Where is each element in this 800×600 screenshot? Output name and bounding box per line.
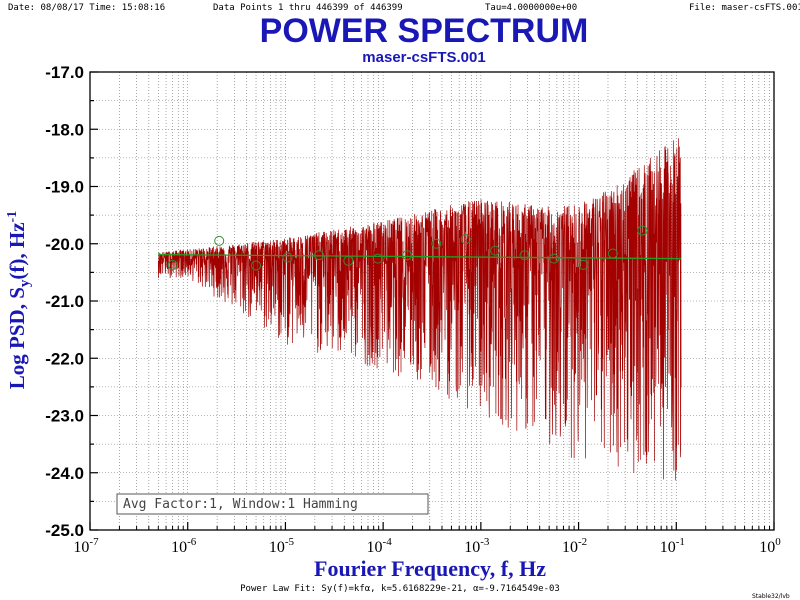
credit-text: Stable32/lvb: [752, 593, 790, 600]
header-tau: Tau=4.0000000e+00: [485, 3, 577, 13]
tick-marks: [89, 71, 775, 531]
averaged-point-marker: [431, 238, 442, 249]
x-tick-label: 100: [759, 536, 781, 556]
chart-title: POWER SPECTRUM: [260, 12, 589, 50]
y-tick-label: -23.0: [45, 407, 84, 426]
header-file: File: maser-csFTS.001: [689, 3, 800, 13]
x-tick-label: 10-1: [660, 536, 685, 556]
psd-trace-line: [157, 138, 682, 481]
averaged-point-marker: [282, 252, 293, 263]
averaged-point-marker: [313, 250, 324, 261]
header-date-time: Date: 08/08/17 Time: 15:08:16: [8, 3, 165, 13]
x-tick-label: 10-2: [562, 536, 587, 556]
y-tick-label: -22.0: [45, 349, 84, 368]
legend-text: Avg Factor:1, Window:1 Hamming: [123, 497, 358, 512]
y-tick-label: -24.0: [45, 464, 84, 483]
x-tick-label: 10-7: [73, 536, 99, 556]
y-tick-labels: -17.0 -18.0 -19.0 -20.0 -21.0 -22.0 -23.0 -24.0…: [45, 63, 84, 540]
averaged-point-marker: [548, 253, 559, 264]
averaged-point-marker: [519, 250, 530, 261]
y-axis-label: Log PSD, Sy(f), Hz-1: [5, 211, 33, 389]
averaged-point-marker: [214, 235, 225, 246]
averaged-point-marker: [460, 234, 471, 245]
psd-trace: [157, 138, 682, 481]
averaged-point-marker: [637, 225, 648, 236]
y-tick-label: -18.0: [45, 120, 84, 139]
x-tick-label: 10-6: [171, 536, 197, 556]
legend-box: [116, 493, 429, 515]
y-tick-label: -25.0: [45, 521, 84, 540]
averaged-point-marker: [607, 248, 618, 259]
header-data-points: Data Points 1 thru 446399 of 446399: [213, 3, 403, 13]
x-axis-label: Fourier Frequency, f, Hz: [314, 556, 546, 581]
averaged-point-marker: [167, 259, 178, 270]
power-law-fit-text: Power Law Fit: Sy(f)=kfα, k=5.6168229e-2…: [240, 584, 560, 594]
averaged-point-marker: [490, 245, 501, 256]
chart-subtitle: maser-csFTS.001: [362, 49, 485, 66]
y-tick-label: -21.0: [45, 292, 84, 311]
y-tick-label: -17.0: [45, 63, 84, 82]
averaged-point-marker: [251, 260, 262, 271]
x-tick-labels: 10-7 10-6 10-5 10-4 10-3 10-2 10-1 100: [73, 536, 781, 556]
power-law-fit-line: [158, 253, 682, 260]
averaged-point-marker: [578, 259, 589, 270]
averaged-point-marker: [402, 250, 413, 261]
x-tick-label: 10-5: [269, 536, 295, 556]
averaged-points: [167, 225, 648, 271]
fit-line-layer: [158, 253, 682, 260]
y-tick-label: -20.0: [45, 235, 84, 254]
y-tick-label: -19.0: [45, 178, 84, 197]
averaged-point-marker: [343, 255, 354, 266]
x-tick-label: 10-4: [367, 536, 393, 556]
averaged-point-marker: [372, 253, 383, 264]
x-tick-label: 10-3: [464, 536, 490, 556]
